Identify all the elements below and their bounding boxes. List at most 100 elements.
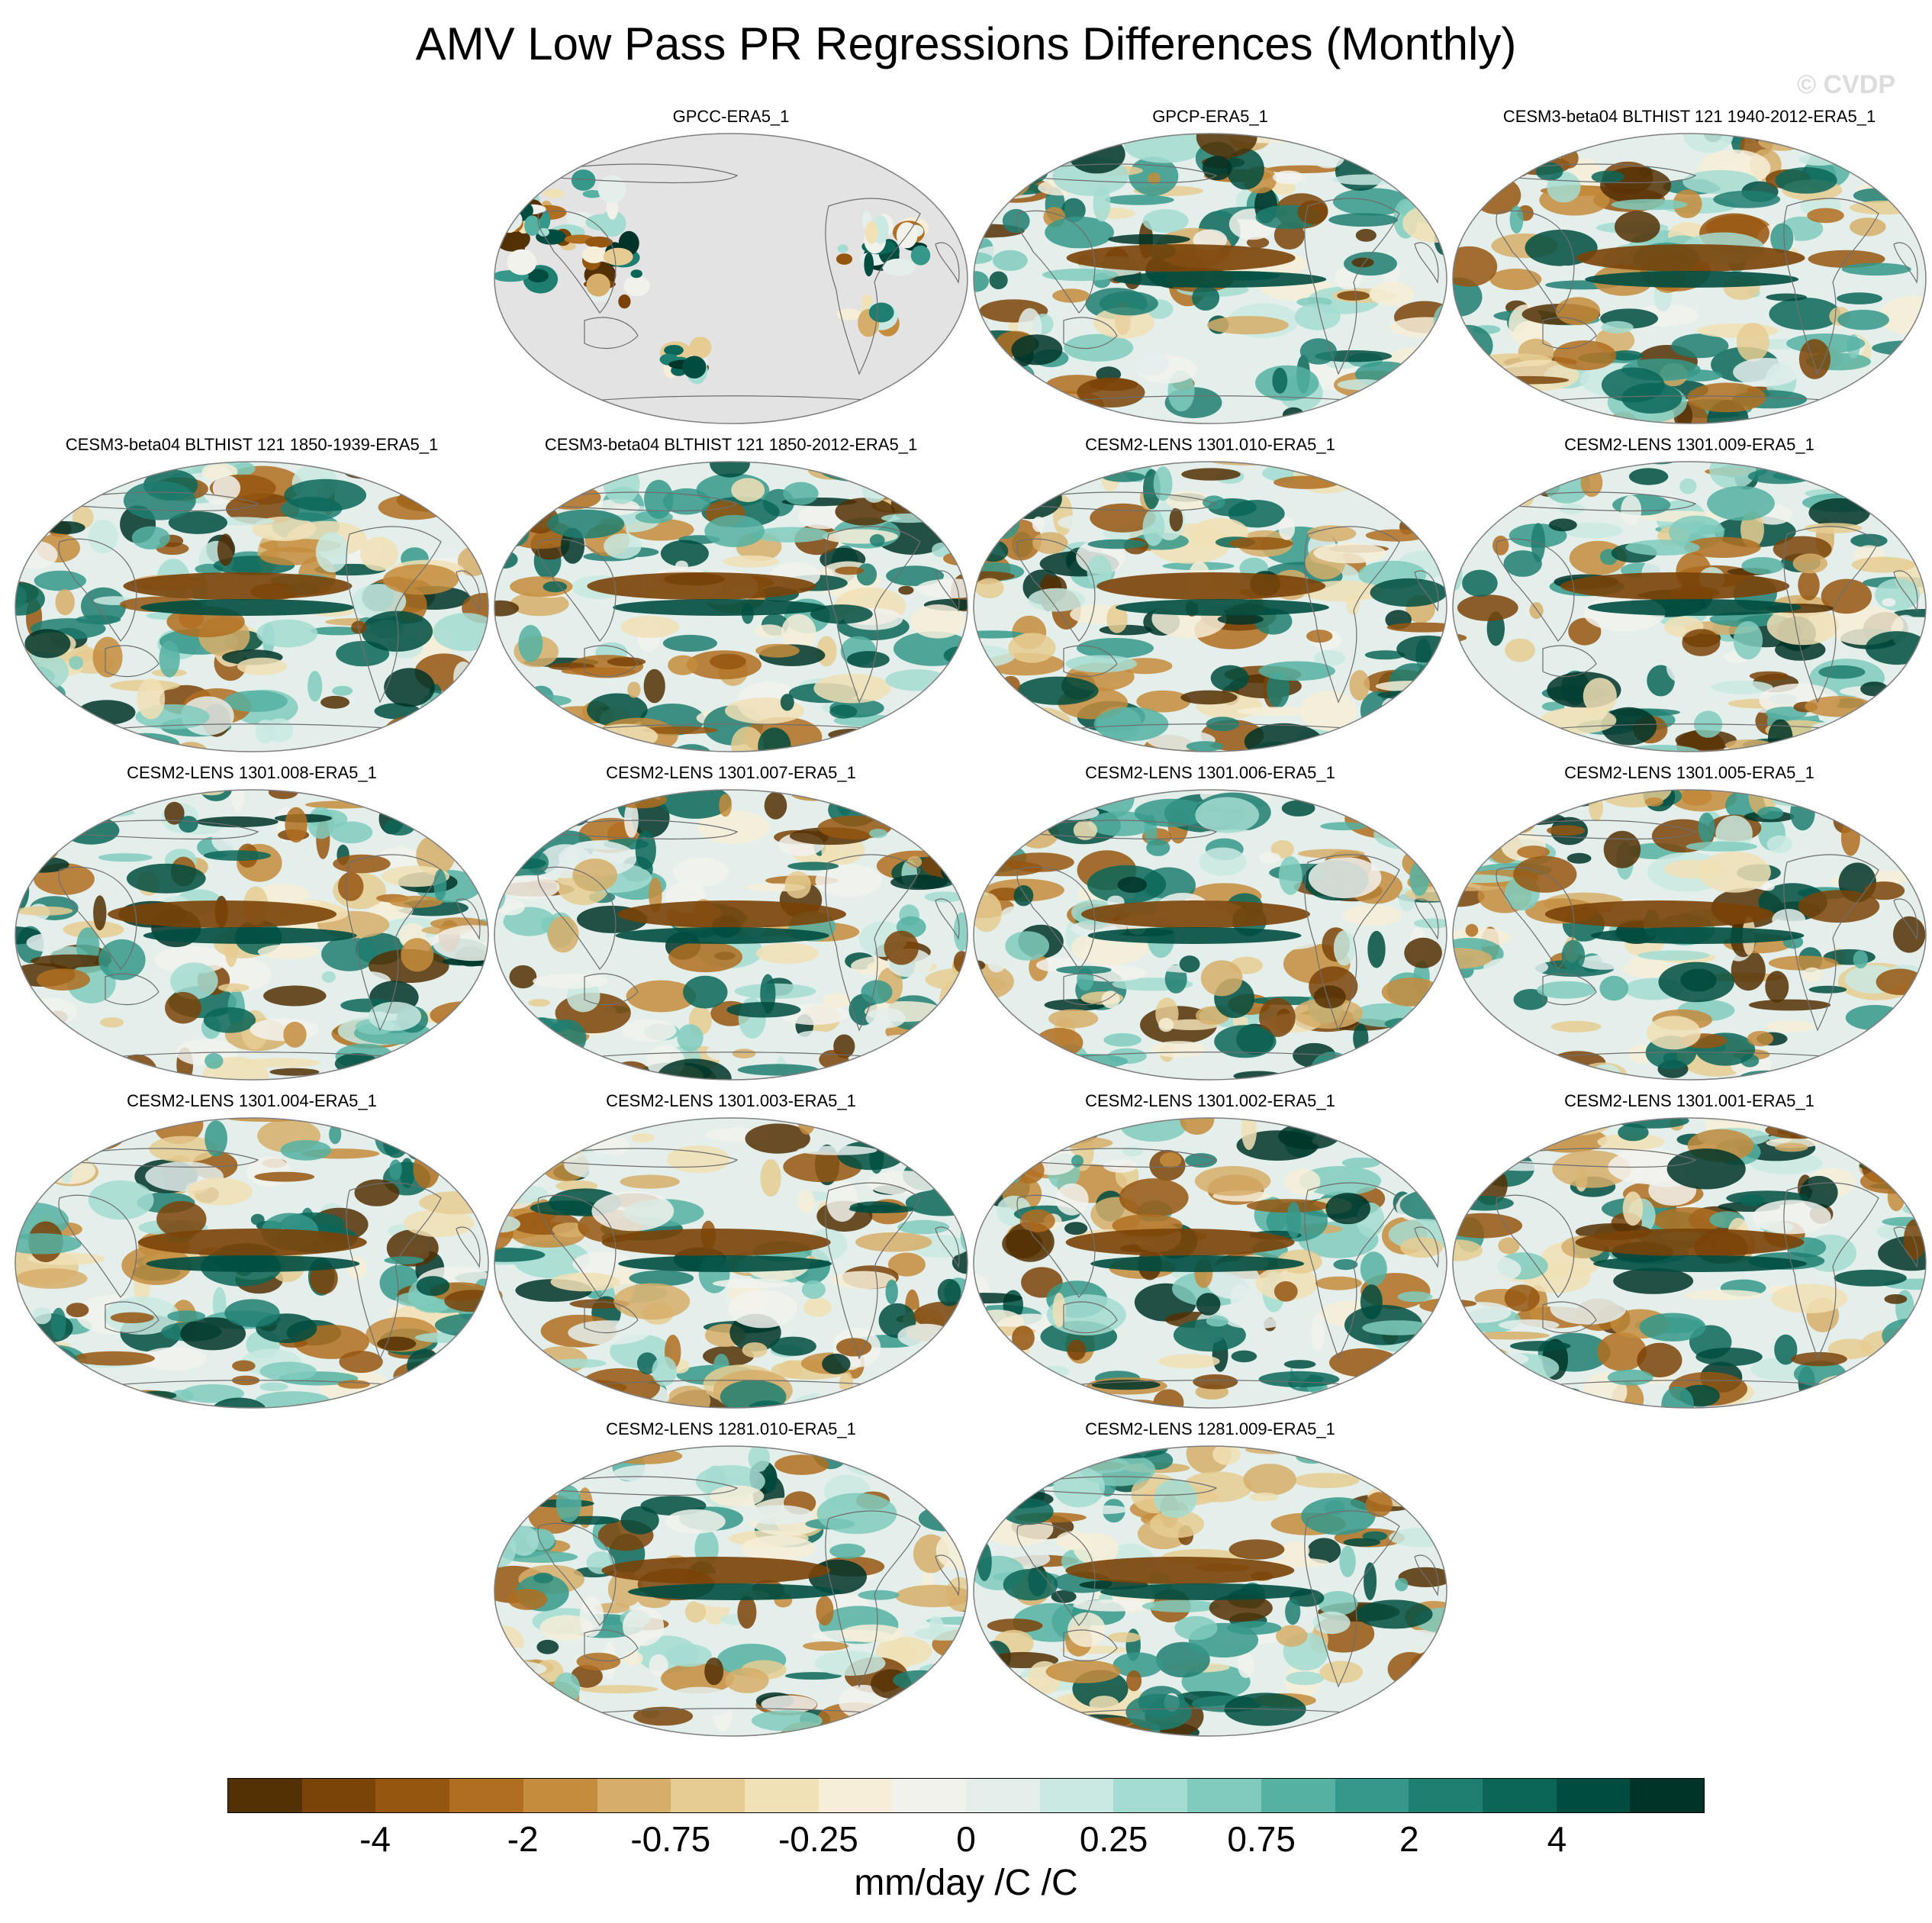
field-blob	[1860, 1118, 1926, 1127]
field-blob	[1644, 797, 1663, 807]
map-panel: CESM2-LENS 1301.006-ERA5_1	[972, 763, 1448, 1084]
field-blob	[1364, 1446, 1392, 1474]
field-blob	[61, 790, 118, 807]
field-blob	[1228, 500, 1285, 528]
field-blob	[888, 1712, 941, 1726]
field-blob	[675, 560, 688, 572]
coastline	[1016, 538, 1096, 642]
field-blob	[1863, 734, 1889, 752]
field-blob	[110, 1312, 154, 1323]
field-blob	[1860, 1168, 1924, 1194]
field-blob	[72, 1351, 155, 1366]
field-blob	[1103, 1033, 1141, 1047]
equatorial-wet-band	[627, 1583, 842, 1600]
field-blob	[861, 472, 888, 503]
field-blob	[1400, 1236, 1444, 1258]
field-blob	[942, 991, 968, 1026]
robinson-map	[973, 1445, 1447, 1737]
colorbar-tick-label: 0.25	[1079, 1819, 1148, 1859]
field-blob	[1344, 1046, 1425, 1075]
map-border	[973, 461, 1447, 752]
field-blob	[1386, 738, 1447, 752]
colorbar	[227, 1778, 1705, 1813]
field-blob	[1851, 556, 1915, 573]
field-blob	[974, 1359, 1022, 1370]
coastline	[1002, 491, 1218, 512]
field-blob	[1258, 1371, 1340, 1387]
field-blob	[1747, 468, 1813, 485]
field-blob	[1199, 847, 1247, 876]
field-blob	[565, 1067, 591, 1080]
field-blob	[1869, 1118, 1887, 1128]
tropical-dry-band	[601, 1229, 831, 1256]
field-blob	[829, 1543, 866, 1559]
field-blob	[797, 1145, 877, 1155]
field-blob	[1675, 730, 1737, 750]
field-blob	[1125, 1693, 1192, 1731]
field-blob	[1217, 614, 1264, 625]
coastline	[1893, 898, 1918, 940]
land-field-patch	[682, 356, 707, 379]
field-blob	[1709, 611, 1783, 627]
field-blob	[1360, 1251, 1387, 1287]
field-blob	[509, 965, 537, 989]
field-blob	[1557, 1387, 1583, 1404]
field-blob	[1875, 578, 1920, 611]
field-blob	[1457, 594, 1518, 621]
field-blob	[1615, 211, 1660, 243]
field-blob	[1684, 1290, 1763, 1301]
field-blob	[511, 694, 572, 707]
field-blob	[31, 954, 112, 968]
field-blob	[1453, 826, 1476, 845]
field-blob	[224, 690, 288, 713]
field-blob	[1332, 174, 1402, 185]
field-blob	[1339, 1545, 1356, 1577]
colorbar-box	[523, 1779, 597, 1812]
field-blob	[570, 1718, 622, 1736]
field-blob	[819, 1049, 849, 1070]
map-border	[1452, 789, 1927, 1081]
robinson-map	[14, 1117, 489, 1409]
field-blob	[1772, 909, 1806, 931]
field-blob	[977, 790, 1033, 810]
panel-title: CESM2-LENS 1301.008-ERA5_1	[127, 763, 377, 782]
field-blob	[533, 1572, 554, 1583]
tropical-dry-band	[123, 572, 353, 600]
field-blob	[1311, 1313, 1325, 1352]
field-blob	[1180, 690, 1238, 705]
field-blob	[1736, 322, 1769, 362]
field-blob	[953, 951, 968, 973]
field-blob	[1362, 1320, 1434, 1335]
field-blob	[1453, 391, 1494, 404]
field-blob	[224, 1299, 280, 1327]
field-blob	[1766, 835, 1792, 854]
field-blob	[668, 941, 743, 973]
field-blob	[1881, 156, 1926, 176]
field-blob	[26, 933, 67, 952]
field-blob	[932, 1715, 968, 1728]
field-blob	[509, 1525, 539, 1556]
field-blob	[815, 864, 882, 897]
robinson-map	[973, 461, 1447, 752]
field-blob	[1276, 1625, 1308, 1647]
panel-title: GPCP-ERA5_1	[1152, 107, 1268, 126]
field-blob	[1343, 904, 1402, 926]
field-blob	[1294, 303, 1341, 330]
field-blob	[997, 707, 1071, 736]
colorbar-box	[1556, 1779, 1631, 1812]
field-blob	[1013, 134, 1060, 147]
field-blob	[320, 695, 350, 709]
field-blob	[1228, 1539, 1285, 1560]
tropical-dry-band	[1560, 572, 1790, 600]
coastline	[1304, 1510, 1400, 1688]
field-blob	[978, 540, 1009, 562]
map-border	[494, 461, 968, 752]
field-blob	[1552, 1150, 1631, 1188]
field-blob	[662, 488, 711, 515]
field-blob	[1733, 358, 1801, 386]
land-field-patch	[507, 249, 537, 275]
map-panel: CESM2-LENS 1301.009-ERA5_1	[1451, 435, 1927, 755]
field-blob	[97, 738, 161, 752]
field-blob	[635, 830, 656, 870]
coastline	[537, 210, 617, 314]
